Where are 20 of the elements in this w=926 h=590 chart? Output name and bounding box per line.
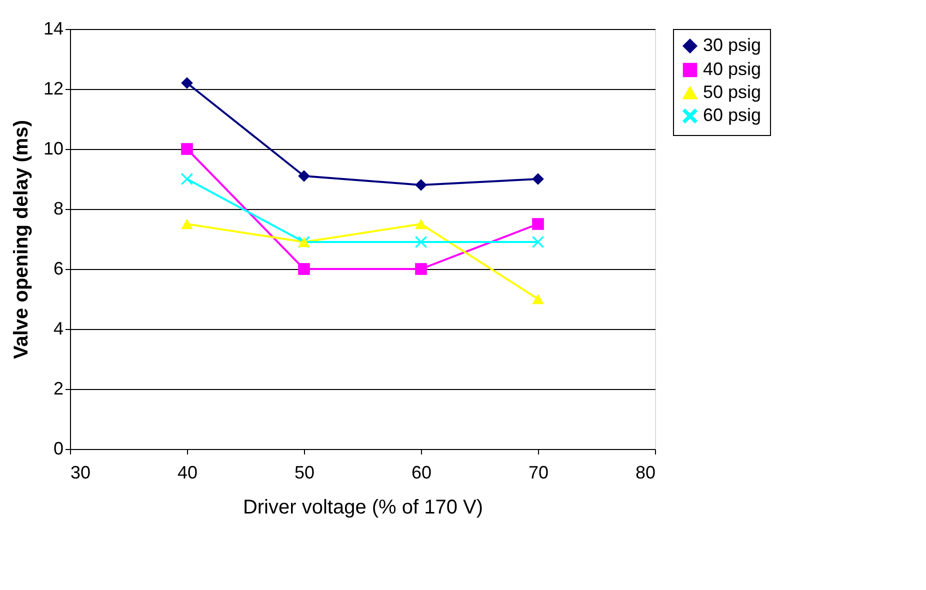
y-tick-label: 12 [43,78,64,98]
legend-label: 60 psig [703,105,762,125]
x-tick-label: 40 [177,462,198,482]
x-tick-label: 80 [635,462,656,482]
x-tick-label: 60 [411,462,432,482]
y-tick-label: 8 [53,198,64,218]
y-tick-label: 2 [53,378,64,398]
x-axis-title: Driver voltage (% of 170 V) [242,496,484,518]
y-tick-label: 6 [53,258,64,278]
y-tick-label: 10 [43,138,64,158]
x-tick-label: 70 [528,462,549,482]
x-tick-label: 30 [70,462,91,482]
y-tick-label: 4 [53,318,64,338]
y-tick-label: 14 [43,18,64,38]
x-tick-label: 50 [294,462,315,482]
y-tick-label: 0 [53,438,64,458]
legend-label: 30 psig [703,35,762,55]
y-axis-title: Valve opening delay (ms) [10,120,32,359]
legend-label: 40 psig [703,59,762,79]
legend-label: 50 psig [703,82,762,102]
